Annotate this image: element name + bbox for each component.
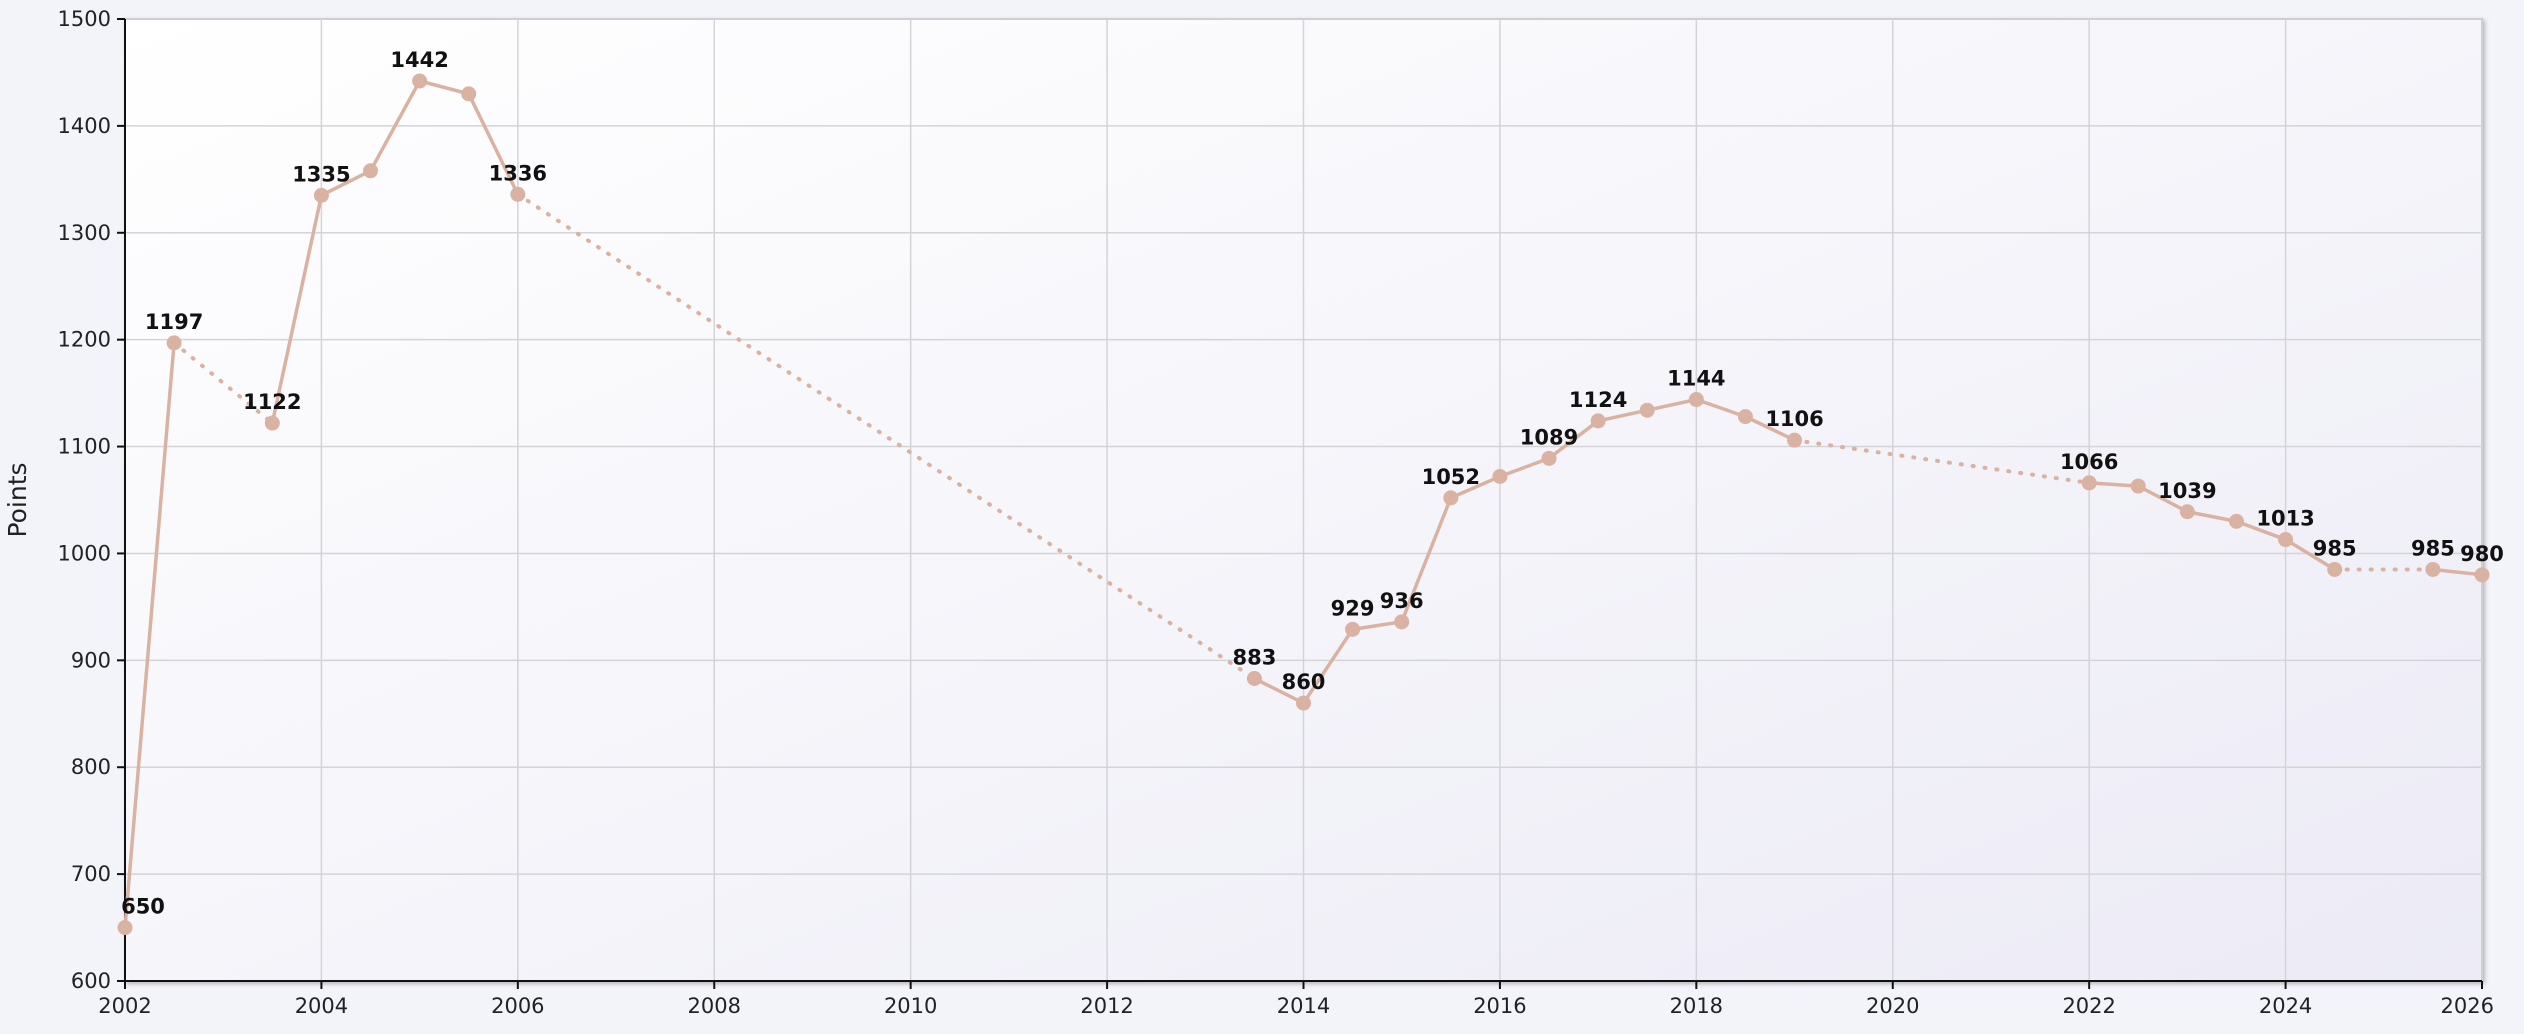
data-label: 1013 xyxy=(2256,507,2314,531)
y-axis-ticks: 600 700 800 900 1000 1100 1200 1300 1400 1500 xyxy=(58,7,125,993)
series-solid-segment xyxy=(123,341,176,930)
data-label: 1052 xyxy=(1422,465,1480,489)
data-point xyxy=(117,920,133,936)
data-point xyxy=(510,186,526,202)
data-label: 985 xyxy=(2411,536,2455,560)
data-point xyxy=(1296,695,1311,711)
y-tick-label: 1100 xyxy=(58,435,111,459)
data-point xyxy=(412,73,428,89)
data-label: 1066 xyxy=(2060,450,2118,474)
data-point xyxy=(2474,567,2490,583)
x-tick-label: 2020 xyxy=(1866,994,1919,1018)
x-tick-label: 2012 xyxy=(1080,994,1133,1018)
x-tick-label: 2022 xyxy=(2062,994,2115,1018)
data-label: 1122 xyxy=(243,390,301,414)
y-tick-label: 1500 xyxy=(58,7,111,31)
data-point xyxy=(1639,402,1655,418)
data-point xyxy=(1492,468,1508,484)
y-tick-label: 900 xyxy=(71,648,111,672)
x-tick-label: 2024 xyxy=(2259,994,2312,1018)
series-solid-segment xyxy=(2431,567,2484,577)
y-tick-label: 1000 xyxy=(58,541,111,565)
data-label: 929 xyxy=(1331,596,1375,620)
data-label: 1124 xyxy=(1569,388,1627,412)
x-axis-ticks: 2002 2004 2006 2008 2010 2012 2014 2016 2018 2020… xyxy=(98,981,2494,1018)
series-solid-segment xyxy=(270,79,520,425)
data-point xyxy=(1394,614,1410,630)
series-dotted-segment xyxy=(515,192,1257,681)
data-point xyxy=(2081,475,2097,491)
data-points xyxy=(117,73,2490,936)
data-label: 980 xyxy=(2460,542,2504,566)
data-point xyxy=(313,187,329,203)
series-solid-segment xyxy=(2087,481,2337,572)
x-tick-label: 2026 xyxy=(2441,994,2494,1018)
data-point xyxy=(461,86,477,102)
y-tick-label: 1400 xyxy=(58,114,111,138)
series-solid-segment xyxy=(1252,397,1797,705)
data-label: 1144 xyxy=(1667,367,1725,391)
data-point xyxy=(2130,478,2146,494)
data-label: 883 xyxy=(1232,646,1276,670)
series-dotted-segment xyxy=(1792,438,2092,485)
data-point xyxy=(363,163,379,179)
data-point xyxy=(1737,409,1753,425)
data-label: 985 xyxy=(2313,536,2357,560)
y-tick-label: 1200 xyxy=(58,328,111,352)
y-tick-label: 800 xyxy=(71,755,111,779)
data-label: 650 xyxy=(121,895,165,919)
x-tick-label: 2008 xyxy=(688,994,741,1018)
data-label: 1197 xyxy=(145,310,203,334)
data-point xyxy=(1787,432,1803,448)
data-point xyxy=(2228,513,2244,529)
data-label: 1089 xyxy=(1520,425,1578,449)
data-label: 1442 xyxy=(390,48,448,72)
x-tick-label: 2002 xyxy=(98,994,151,1018)
data-label: 1335 xyxy=(292,162,350,186)
y-tick-label: 1300 xyxy=(58,221,111,245)
data-label: 1336 xyxy=(489,161,547,185)
x-tick-label: 2010 xyxy=(884,994,937,1018)
data-point xyxy=(1590,413,1606,429)
x-tick-label: 2004 xyxy=(295,994,348,1018)
x-tick-label: 2014 xyxy=(1277,994,1330,1018)
data-point xyxy=(2327,561,2343,577)
data-point xyxy=(1246,671,1262,687)
x-tick-label: 2006 xyxy=(491,994,544,1018)
data-label: 860 xyxy=(1282,670,1326,694)
data-point xyxy=(1688,392,1704,408)
x-tick-label: 2018 xyxy=(1670,994,1723,1018)
y-axis-label: Points xyxy=(3,462,32,537)
data-point xyxy=(166,335,182,351)
x-tick-label: 2016 xyxy=(1473,994,1526,1018)
data-point xyxy=(2425,561,2441,577)
data-point xyxy=(264,415,280,431)
data-point xyxy=(2179,504,2195,520)
data-point xyxy=(2278,532,2294,548)
y-tick-label: 600 xyxy=(71,969,111,993)
data-label: 936 xyxy=(1380,589,1424,613)
data-point xyxy=(1345,621,1361,637)
data-label: 1039 xyxy=(2158,479,2216,503)
data-label: 1106 xyxy=(1765,407,1823,431)
data-point xyxy=(1541,450,1557,466)
y-tick-label: 700 xyxy=(71,862,111,886)
series-line xyxy=(123,79,2484,930)
data-point xyxy=(1443,490,1459,506)
